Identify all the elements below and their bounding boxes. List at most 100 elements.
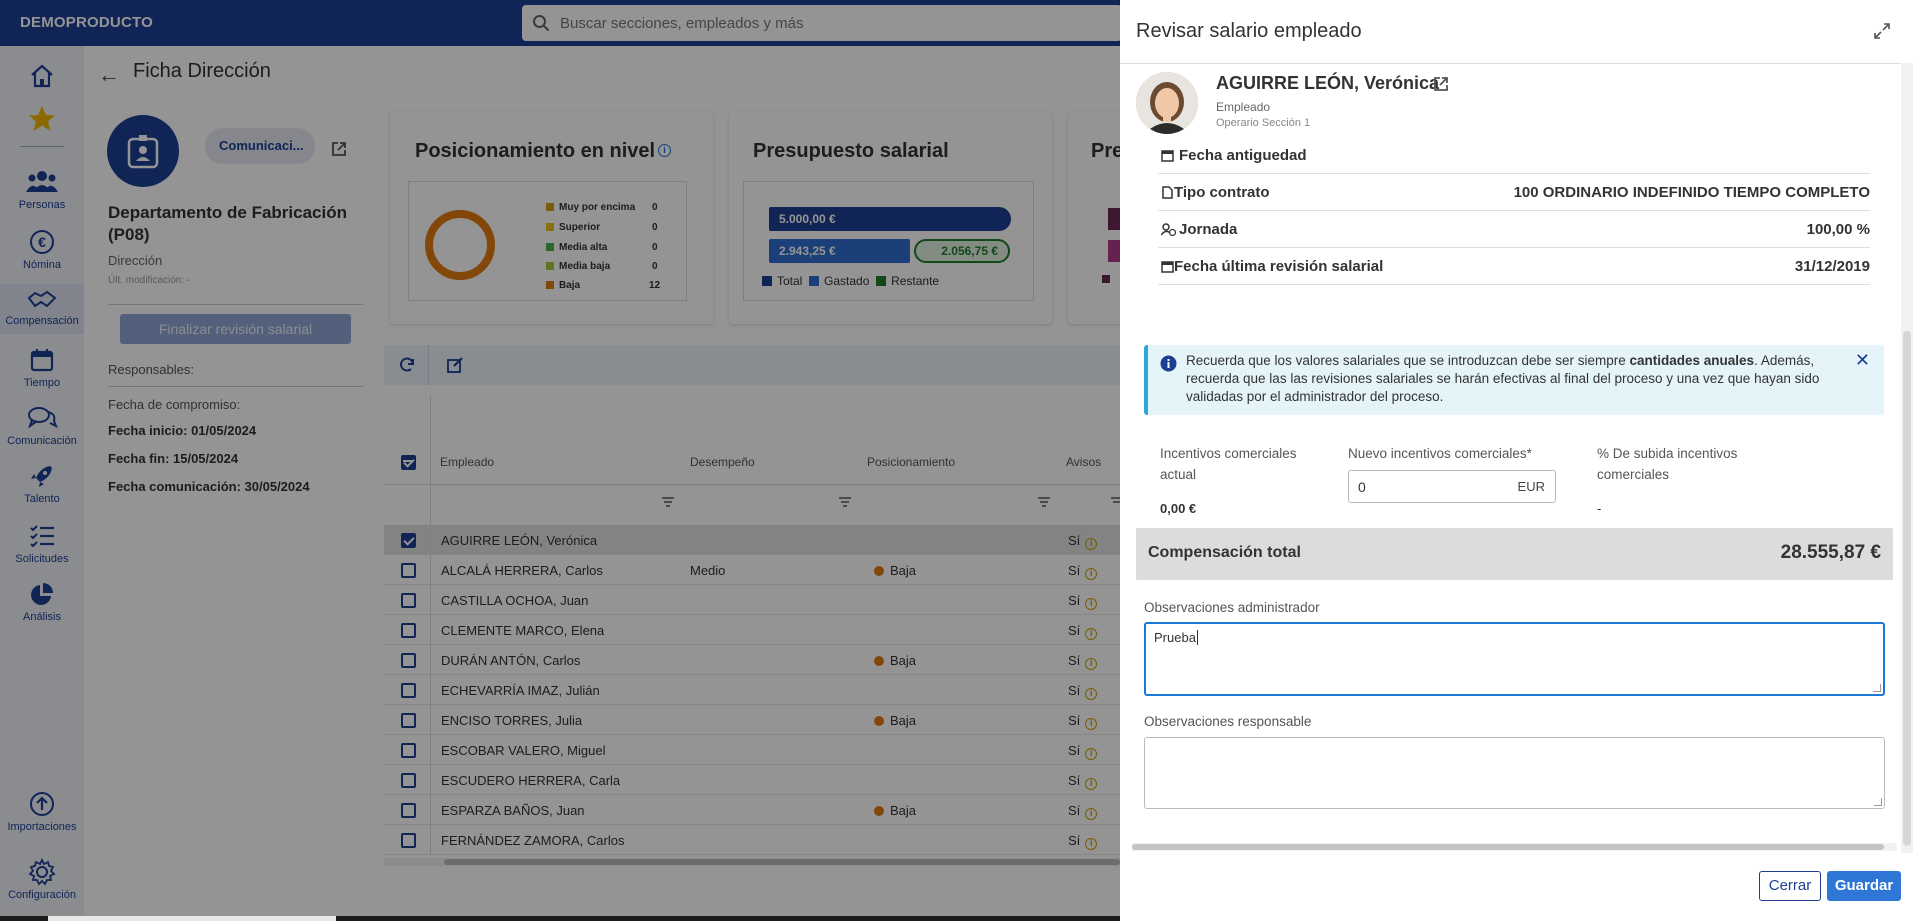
legend-swatch [762, 276, 772, 286]
nav-comunicacion[interactable]: Comunicación [0, 404, 84, 447]
global-search[interactable]: Buscar secciones, empleados y más [522, 5, 1122, 41]
select-all-checkbox[interactable] [401, 455, 416, 470]
row-checkbox[interactable] [401, 653, 416, 668]
row-checkbox[interactable] [401, 803, 416, 818]
warning-icon[interactable]: i [1085, 628, 1098, 640]
nav-analisis[interactable]: Análisis [0, 580, 84, 623]
filter-icon[interactable] [1037, 496, 1051, 508]
nav-tiempo[interactable]: Tiempo [0, 346, 84, 389]
legend-swatch [809, 276, 820, 286]
nav-nomina[interactable]: € Nómina [0, 228, 84, 271]
external-link-icon[interactable] [1432, 75, 1450, 93]
new-incentives-input[interactable]: 0 EUR [1348, 470, 1556, 503]
scroll-thumb[interactable] [444, 859, 1120, 865]
brand-logo[interactable]: DEMOPRODUCTO [20, 14, 153, 31]
refresh-icon[interactable] [398, 356, 416, 374]
close-alert-icon[interactable]: ✕ [1854, 350, 1870, 370]
table-hscroll[interactable] [384, 858, 1120, 866]
table-row[interactable]: ESPARZA BAÑOS, Juan Baja Sí i [384, 795, 1120, 825]
resize-grip[interactable] [1874, 798, 1882, 806]
table-row[interactable]: FERNÁNDEZ ZAMORA, Carlos Sí i [384, 825, 1120, 855]
table-row[interactable]: ESCUDERO HERRERA, Carla Sí i [384, 765, 1120, 795]
warning-icon[interactable]: i [1085, 718, 1098, 730]
communication-chip[interactable]: Comunicaci... [205, 128, 315, 164]
department-avatar [107, 115, 179, 187]
employee-name-cell[interactable]: ENCISO TORRES, Julia [441, 713, 583, 728]
scroll-thumb[interactable] [1903, 331, 1911, 846]
row-checkbox[interactable] [401, 713, 416, 728]
legend-label: Restante [891, 274, 940, 288]
row-checkbox[interactable] [401, 623, 416, 638]
resize-grip[interactable] [1873, 684, 1881, 692]
warning-icon[interactable]: i [1085, 598, 1098, 610]
row-checkbox[interactable] [401, 773, 416, 788]
nav-home[interactable] [0, 62, 84, 93]
warning-icon[interactable]: i [1085, 838, 1098, 850]
employee-name-cell[interactable]: ESCOBAR VALERO, Miguel [441, 743, 606, 758]
row-checkbox[interactable] [401, 833, 416, 848]
employee-name-cell[interactable]: FERNÁNDEZ ZAMORA, Carlos [441, 833, 625, 848]
nav-importaciones[interactable]: Importaciones [0, 790, 84, 833]
table-row[interactable]: AGUIRRE LEÓN, Verónica Sí i [384, 525, 1120, 555]
percent-increase-value: - [1597, 501, 1602, 516]
avisos-text: Sí [1068, 623, 1081, 638]
column-header-posicionamiento[interactable]: Posicionamiento [867, 455, 956, 469]
legend-swatch [546, 281, 554, 289]
back-arrow-icon[interactable]: ← [98, 62, 120, 87]
table-row[interactable]: CASTILLA OCHOA, Juan Sí i [384, 585, 1120, 615]
employee-name-cell[interactable]: ESPARZA BAÑOS, Juan [441, 803, 585, 818]
external-link-icon[interactable] [330, 140, 348, 158]
positioning-cell: Baja [874, 803, 916, 818]
table-row[interactable]: CLEMENTE MARCO, Elena Sí i [384, 615, 1120, 645]
nav-configuracion[interactable]: Configuración [0, 858, 84, 901]
row-checkbox[interactable] [401, 743, 416, 758]
nav-talento[interactable]: Talento [0, 462, 84, 505]
panel-hscroll[interactable] [1132, 843, 1897, 851]
calendar-icon [1161, 150, 1174, 162]
nav-compensacion[interactable]: Compensación [0, 284, 84, 334]
warning-icon[interactable]: i [1085, 748, 1098, 760]
filter-icon[interactable] [1110, 496, 1120, 508]
info-icon[interactable]: i [658, 144, 672, 157]
column-header-avisos[interactable]: Avisos [1066, 455, 1102, 469]
row-checkbox[interactable] [401, 593, 416, 608]
nav-favorites[interactable] [0, 104, 84, 137]
warning-icon[interactable]: i [1085, 688, 1098, 700]
warning-icon[interactable]: i [1085, 538, 1098, 550]
nav-personas[interactable]: Personas [0, 168, 84, 211]
employee-name-cell[interactable]: AGUIRRE LEÓN, Verónica [441, 533, 598, 548]
employee-name-cell[interactable]: CASTILLA OCHOA, Juan [441, 593, 589, 608]
finalize-review-button[interactable]: Finalizar revisión salarial [120, 314, 351, 344]
employee-name-cell[interactable]: DURÁN ANTÓN, Carlos [441, 653, 581, 668]
edit-icon[interactable] [446, 356, 464, 374]
warning-icon[interactable]: i [1085, 778, 1098, 790]
admin-observations-textarea[interactable]: Prueba [1144, 622, 1885, 696]
employee-name-cell[interactable]: ECHEVARRÍA IMAZ, Julián [441, 683, 600, 698]
scroll-thumb[interactable] [1132, 844, 1884, 850]
row-checkbox[interactable] [401, 683, 416, 698]
column-header-empleado[interactable]: Empleado [440, 455, 495, 469]
expand-icon[interactable] [1873, 22, 1891, 40]
panel-vscroll[interactable] [1901, 63, 1913, 853]
table-row[interactable]: ECHEVARRÍA IMAZ, Julián Sí i [384, 675, 1120, 705]
table-row[interactable]: DURÁN ANTÓN, Carlos Baja Sí i [384, 645, 1120, 675]
employee-name-cell[interactable]: ALCALÁ HERRERA, Carlos [441, 563, 603, 578]
filter-icon[interactable] [661, 496, 675, 508]
nav-solicitudes[interactable]: Solicitudes [0, 522, 84, 565]
close-button[interactable]: Cerrar [1759, 871, 1821, 901]
employee-name-cell[interactable]: CLEMENTE MARCO, Elena [441, 623, 605, 638]
column-header-desempeno[interactable]: Desempeño [690, 455, 755, 469]
warning-icon[interactable]: i [1085, 658, 1098, 670]
save-button[interactable]: Guardar [1827, 871, 1901, 901]
warning-icon[interactable]: i [1085, 568, 1098, 580]
table-row[interactable]: ALCALÁ HERRERA, Carlos Medio Baja Sí i [384, 555, 1120, 585]
table-row[interactable]: ENCISO TORRES, Julia Baja Sí i [384, 705, 1120, 735]
row-checkbox[interactable] [401, 563, 416, 578]
table-row[interactable]: ESCOBAR VALERO, Miguel Sí i [384, 735, 1120, 765]
row-checkbox[interactable] [401, 533, 416, 548]
filter-icon[interactable] [838, 496, 852, 508]
modal-backdrop[interactable] [0, 0, 1120, 921]
warning-icon[interactable]: i [1085, 808, 1098, 820]
employee-name-cell[interactable]: ESCUDERO HERRERA, Carla [441, 773, 621, 788]
responsible-observations-textarea[interactable] [1144, 737, 1885, 809]
